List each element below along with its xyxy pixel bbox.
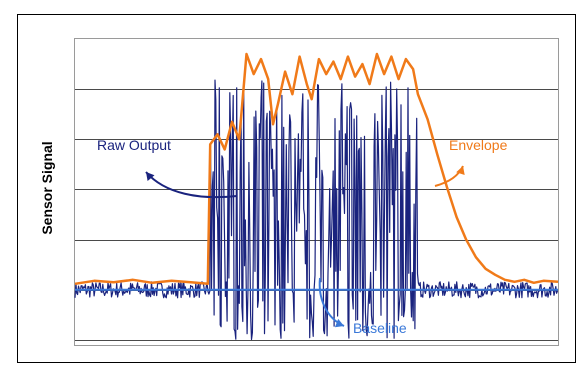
envelope-series [74, 52, 559, 286]
raw-output-arrow [145, 171, 238, 199]
series-layer [74, 52, 559, 341]
envelope-arrowhead [456, 166, 465, 175]
y-axis-label: Sensor Signal [39, 141, 55, 234]
baseline-arrowhead [334, 318, 344, 328]
annotations: Sensor Signal Raw Output Envelope Baseli… [39, 137, 508, 336]
raw-output-label: Raw Output [97, 137, 171, 153]
plot-area-border [74, 38, 559, 346]
envelope-label: Envelope [449, 137, 508, 153]
baseline-label: Baseline [353, 320, 407, 336]
raw-output-arrowhead [146, 172, 155, 181]
